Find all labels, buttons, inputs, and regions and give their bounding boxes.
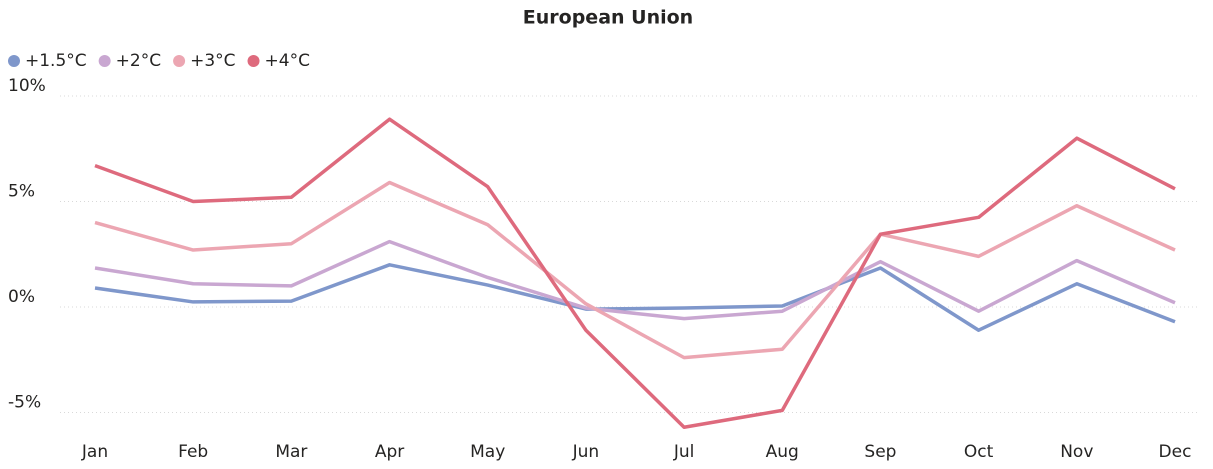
x-tick-label: Feb — [178, 442, 208, 462]
x-tick-label: Aug — [766, 442, 799, 462]
y-tick-label: -5% — [8, 393, 41, 413]
y-tick-label: 10% — [8, 76, 46, 96]
x-tick-label: Sep — [864, 442, 896, 462]
legend-marker — [247, 55, 260, 67]
legend-marker — [98, 55, 111, 67]
x-tick-label: Jun — [572, 442, 600, 462]
x-tick-label: Jul — [673, 442, 695, 462]
x-tick-label: May — [470, 442, 505, 462]
legend-label: +2°C — [116, 51, 161, 71]
x-tick-label: Dec — [1159, 442, 1192, 462]
x-tick-label: Oct — [964, 442, 994, 462]
x-tick-label: Apr — [375, 442, 404, 462]
series-line — [94, 263, 1176, 332]
y-tick-label: 0% — [8, 287, 35, 307]
x-tick-label: Mar — [275, 442, 307, 462]
series-line — [94, 239, 1176, 321]
x-tick-label: Nov — [1060, 442, 1093, 462]
series-line — [94, 180, 1176, 360]
legend-label: +4°C — [265, 51, 310, 71]
legend-label: +1.5°C — [25, 51, 87, 71]
y-tick-label: 5% — [8, 182, 35, 202]
x-tick-label: Jan — [81, 442, 108, 462]
legend-marker — [173, 55, 186, 67]
legend-marker — [8, 55, 20, 67]
series-line — [94, 117, 1176, 430]
chart-title: European Union — [523, 7, 693, 29]
legend-label: +3°C — [190, 51, 235, 71]
